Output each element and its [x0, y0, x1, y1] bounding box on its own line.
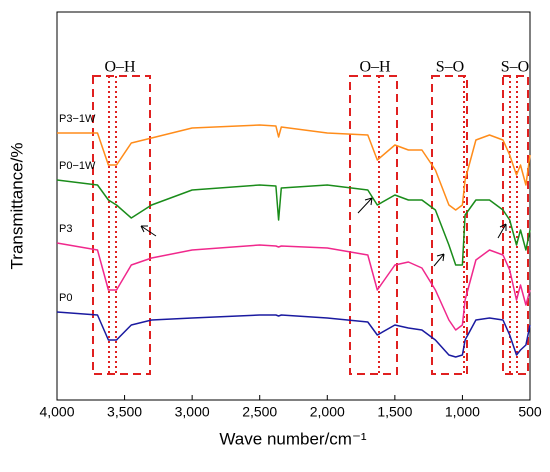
annotation: O–H — [359, 59, 391, 76]
x-axis-label: Wave number/cm⁻¹ — [219, 429, 367, 448]
annotation: S–O — [501, 59, 529, 76]
spectrum-line — [57, 124, 531, 211]
annotation: O–H — [104, 59, 136, 76]
series-label: P3−1W — [59, 113, 96, 125]
spectrum-line — [56, 311, 531, 358]
box — [92, 75, 151, 375]
arrow — [357, 197, 373, 214]
series-label: P0 — [59, 292, 72, 304]
x-tick-label: 1,000 — [445, 404, 480, 420]
spectrum-line — [56, 179, 531, 266]
arrow — [140, 225, 157, 237]
spectrum-line — [56, 242, 531, 331]
annotation-boxes — [92, 75, 529, 375]
box — [349, 75, 398, 375]
x-tick-label: 1,500 — [377, 404, 412, 420]
x-tick-label: 4,000 — [39, 404, 74, 420]
annotation: S–O — [436, 59, 464, 76]
box — [431, 75, 468, 375]
y-axis-label: Transmittance/% — [7, 143, 26, 270]
arrow — [497, 223, 507, 239]
x-tick-label: 2,500 — [242, 404, 277, 420]
x-tick-label: 500 — [518, 404, 542, 420]
arrows — [140, 197, 507, 267]
series-label: P3 — [59, 223, 72, 235]
x-tick-label: 3,000 — [175, 404, 210, 420]
series-label: P0−1W — [59, 160, 96, 172]
plot-frame — [56, 11, 531, 401]
x-tick-label: 2,000 — [310, 404, 345, 420]
arrow — [433, 253, 445, 267]
x-tick-label: 3,500 — [107, 404, 142, 420]
